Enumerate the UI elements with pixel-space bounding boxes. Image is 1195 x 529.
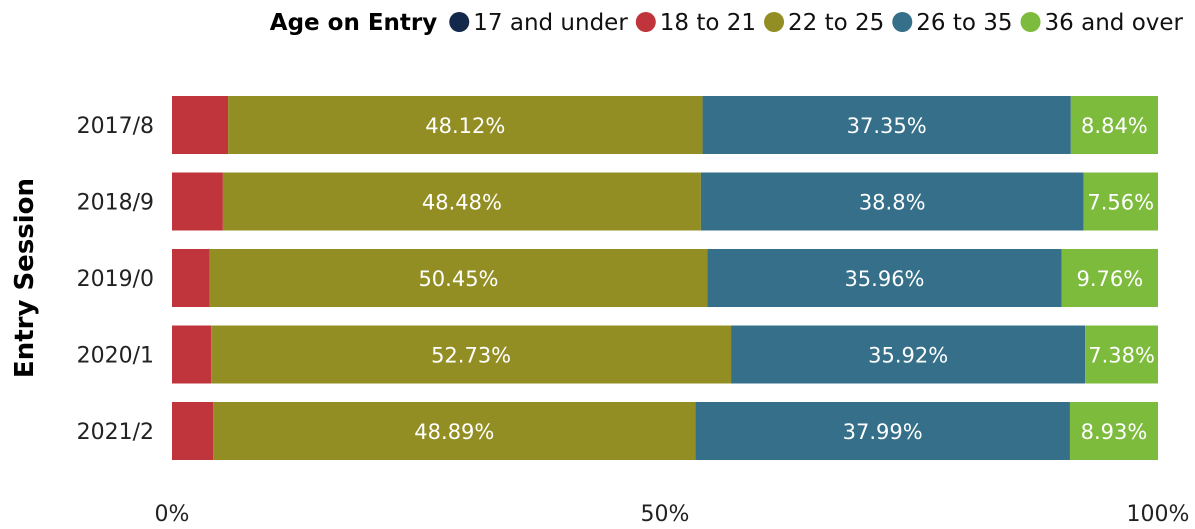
bar-segment[interactable] — [695, 402, 1070, 460]
data-label: 48.12% — [425, 114, 505, 138]
bar-segment[interactable] — [172, 402, 214, 460]
legend-marker — [892, 12, 913, 32]
y-tick-label: 2020/1 — [77, 344, 154, 369]
legend-label: 26 to 35 — [916, 10, 1012, 36]
data-label: 8.93% — [1081, 420, 1148, 444]
data-label: 48.89% — [414, 420, 494, 444]
y-tick-label: 2017/8 — [77, 114, 154, 139]
bar-segment[interactable] — [172, 96, 229, 154]
data-label: 37.35% — [847, 114, 927, 138]
bar-segment[interactable] — [700, 172, 1084, 231]
x-tick-label: 100% — [1127, 502, 1190, 527]
legend-label: 36 and over — [1045, 10, 1184, 36]
data-label: 7.56% — [1087, 191, 1154, 215]
legend-item: 22 to 25 — [764, 10, 884, 36]
bar-segment[interactable] — [228, 96, 703, 154]
legend-label: 17 and under — [473, 10, 628, 36]
legend-item: 18 to 21 — [635, 10, 756, 36]
bar-segment[interactable] — [702, 96, 1071, 154]
bar-segment[interactable] — [1083, 172, 1158, 231]
bar-segment[interactable] — [172, 172, 223, 231]
legend-item: 26 to 35 — [892, 10, 1013, 36]
legend-title: Age on Entry — [270, 10, 437, 36]
bars: 48.12% 37.35% 8.84% 48.48% 38.8% 7.56% 50.45% 3… — [172, 96, 1158, 460]
bar-segment[interactable] — [1061, 249, 1158, 307]
data-label: 35.96% — [844, 267, 924, 291]
legend-item: 36 and over — [1020, 10, 1184, 36]
bar-segment[interactable] — [211, 325, 732, 384]
x-tick-label: 50% — [641, 502, 690, 527]
bar-segment[interactable] — [1070, 96, 1158, 154]
legend-marker — [764, 12, 785, 32]
bar-segment[interactable] — [172, 325, 212, 384]
data-label: 48.48% — [422, 191, 502, 215]
data-label: 37.99% — [843, 420, 923, 444]
data-label: 38.8% — [859, 191, 926, 215]
y-tick-label: 2019/0 — [77, 267, 154, 292]
legend: Age on Entry 17 and under 18 to 21 22 to 2… — [270, 10, 1184, 36]
bar-segment[interactable] — [1069, 402, 1158, 460]
data-label: 50.45% — [418, 267, 498, 291]
y-axis-title: Entry Session — [10, 178, 40, 378]
data-label: 35.92% — [868, 344, 948, 368]
data-label: 7.38% — [1088, 344, 1155, 368]
legend-marker — [635, 12, 656, 32]
bar-segment[interactable] — [213, 402, 696, 460]
y-tick-label: 2018/9 — [77, 191, 154, 216]
x-tick-label: 0% — [155, 502, 190, 527]
legend-marker — [449, 12, 470, 32]
legend-label: 22 to 25 — [788, 10, 884, 36]
data-label: 52.73% — [431, 344, 511, 368]
bar-segment[interactable] — [209, 249, 708, 307]
bar-segment[interactable] — [707, 249, 1062, 307]
data-label: 9.76% — [1077, 267, 1144, 291]
legend-marker — [1020, 12, 1041, 32]
bar-segment[interactable] — [731, 325, 1086, 384]
bar-segment[interactable] — [172, 249, 210, 307]
legend-item: 17 and under — [449, 10, 628, 36]
legend-label: 18 to 21 — [660, 10, 756, 36]
x-axis-ticks: 0% 50% 100% — [155, 502, 1190, 527]
data-label: 8.84% — [1081, 114, 1148, 138]
bar-segment[interactable] — [222, 172, 701, 231]
y-axis-ticks: 2017/8 2018/9 2019/0 2020/1 2021/2 — [77, 114, 154, 445]
bar-segment[interactable] — [1085, 325, 1158, 384]
y-tick-label: 2021/2 — [77, 420, 154, 445]
